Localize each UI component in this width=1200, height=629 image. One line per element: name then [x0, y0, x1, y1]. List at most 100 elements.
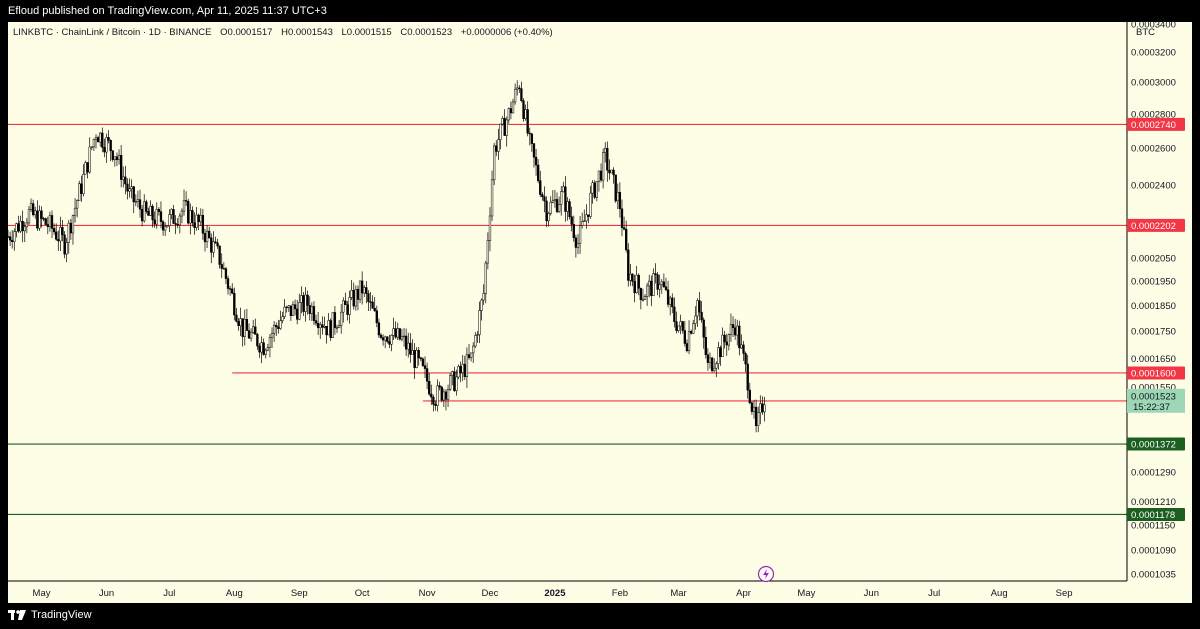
candle-body [130, 186, 133, 190]
candle-body [92, 139, 96, 148]
candle-body [78, 183, 81, 201]
candle-body [683, 330, 686, 344]
candle-body [157, 208, 161, 212]
candle-body [241, 318, 244, 337]
candle-body [21, 220, 24, 232]
candle-body [176, 223, 179, 226]
candle-body [404, 335, 408, 350]
candle-body [84, 162, 87, 175]
candle-body [31, 203, 35, 216]
candle-body [128, 188, 131, 192]
candle-body [306, 294, 309, 306]
candle-body [723, 334, 726, 343]
price-tick-label: 0.0001750 [1131, 327, 1176, 338]
candle-body [8, 236, 12, 241]
candle-body [36, 210, 39, 229]
candle-body [363, 287, 366, 294]
candle-body [256, 334, 259, 347]
symbol-legend[interactable]: LINKBTC · ChainLink / Bitcoin · 1D · BIN… [13, 27, 553, 38]
candle-body [411, 350, 414, 355]
candle-body [759, 403, 762, 414]
candle-body [662, 281, 666, 288]
candle-body [557, 204, 561, 212]
candle-body [27, 209, 31, 224]
candle-body [243, 319, 246, 337]
candle-body [143, 201, 146, 222]
candle-body [218, 245, 221, 265]
candle-body [57, 239, 60, 242]
candle-body [507, 108, 510, 121]
candle-body [717, 347, 720, 364]
candle-body [654, 273, 657, 275]
candle-body [442, 391, 446, 401]
candle-body [287, 305, 290, 308]
candle-body [310, 306, 313, 314]
candle-body [19, 220, 22, 232]
tradingview-logo[interactable]: TradingView [8, 609, 92, 621]
candle-body [224, 268, 228, 279]
candle-body [664, 286, 668, 291]
candle-body [725, 341, 728, 346]
candle-body [526, 109, 529, 134]
candle-body [6, 236, 10, 238]
candle-body [168, 214, 171, 226]
candle-body [247, 330, 251, 339]
time-tick-label: Nov [419, 588, 436, 599]
currency-label[interactable]: BTC [1136, 27, 1155, 38]
candle-body [231, 288, 234, 294]
candle-body [264, 349, 267, 355]
price-tick-label: 0.0003400 [1131, 20, 1176, 31]
candle-body [300, 295, 303, 303]
candle-body [407, 342, 410, 350]
time-tick-label: Mar [670, 588, 686, 599]
candle-body [384, 336, 387, 341]
candle-body [608, 169, 611, 174]
time-tick-label: Jun [864, 588, 879, 599]
candle-body [291, 304, 295, 316]
candle-body [650, 280, 653, 296]
candle-body [65, 242, 68, 255]
candle-body [574, 237, 578, 248]
candle-body [729, 324, 733, 335]
price-tick-label: 0.0001090 [1131, 545, 1176, 556]
candle-body [82, 173, 85, 194]
candle-body [147, 211, 150, 216]
chart-area[interactable] [8, 22, 1192, 603]
candle-body [138, 199, 142, 210]
candle-body [627, 249, 630, 281]
candle-body [645, 285, 649, 297]
close-value: C0.0001523 [400, 27, 453, 38]
candle-body [545, 200, 548, 222]
candle-body [713, 367, 716, 372]
candle-body [325, 325, 328, 336]
candle-body [457, 366, 460, 378]
symbol-name: LINKBTC · ChainLink / Bitcoin · 1D · BIN… [13, 27, 212, 38]
candle-body [369, 301, 372, 303]
candle-body [482, 293, 485, 301]
high-value: H0.0001543 [281, 27, 333, 38]
candle-body [161, 221, 165, 231]
candle-body [696, 300, 699, 317]
time-tick-label: Sep [291, 588, 308, 599]
candle-body [539, 180, 542, 195]
candle-body [298, 302, 301, 320]
candle-body [379, 334, 383, 338]
lightning-icon[interactable] [757, 565, 775, 583]
candle-body [354, 289, 358, 307]
candle-body [616, 192, 619, 202]
price-tick-label: 0.0001035 [1131, 569, 1176, 580]
candle-body [486, 240, 490, 264]
candle-body [612, 169, 615, 176]
candle-body [73, 207, 77, 216]
candle-body [409, 342, 412, 355]
candle-body [444, 391, 448, 400]
candle-body [400, 336, 404, 340]
candle-body [155, 208, 158, 225]
candle-body [279, 320, 282, 329]
candle-body [296, 308, 299, 320]
price-tick-label: 0.0003000 [1131, 78, 1176, 89]
candle-body [323, 325, 326, 328]
candle-body [29, 203, 33, 210]
candle-body [277, 326, 280, 329]
